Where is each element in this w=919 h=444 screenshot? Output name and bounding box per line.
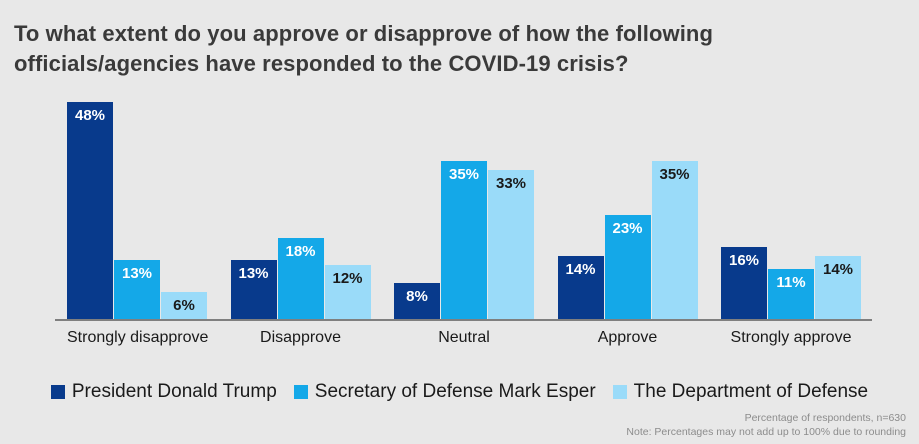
- x-axis-line: [55, 319, 872, 321]
- bar-group-disapprove: 13% 18% 12%: [230, 93, 371, 319]
- bar-series0-approve: 14%: [557, 256, 604, 319]
- bar-group-strongly-approve: 16% 11% 14%: [721, 93, 861, 319]
- bar-value-label: 14%: [565, 261, 596, 278]
- bar-series2-strongly-approve: 14%: [815, 256, 861, 319]
- bar-series2-disapprove: 12%: [324, 265, 371, 319]
- bar-series2-neutral: 33%: [488, 170, 534, 319]
- x-axis-label-strongly-disapprove: Strongly disapprove: [67, 329, 209, 346]
- x-axis-label-neutral: Neutral: [438, 329, 490, 346]
- bar-value-label: 8%: [406, 288, 428, 305]
- bar-series2-approve: 35%: [651, 161, 698, 319]
- bar-plot-area: 48% 13% 6% 13% 18% 12% 8% 35% 33% 14% 23% 35% 16% 11%…: [67, 93, 861, 319]
- legend-label-dod: The Department of Defense: [633, 381, 869, 402]
- bar-series2-strongly-disapprove: 6%: [161, 292, 207, 319]
- bar-series0-strongly-disapprove: 48%: [67, 102, 113, 319]
- bar-series1-neutral: 35%: [441, 161, 487, 319]
- legend-item-trump: President Donald Trump: [50, 381, 277, 403]
- x-axis-label-approve: Approve: [597, 329, 658, 346]
- bar-series0-disapprove: 13%: [230, 260, 277, 319]
- bar-value-label: 14%: [822, 261, 854, 278]
- footnote-respondents: Percentage of respondents, n=630: [744, 412, 906, 424]
- bar-group-strongly-disapprove: 48% 13% 6%: [67, 93, 207, 319]
- bar-value-label: 35%: [659, 166, 690, 183]
- bar-series0-neutral: 8%: [394, 283, 440, 319]
- bar-series1-approve: 23%: [604, 215, 651, 319]
- bar-value-label: 6%: [173, 297, 195, 314]
- footnotes: Percentage of respondents, n=630 Note: P…: [626, 411, 906, 439]
- bar-value-label: 13%: [238, 265, 269, 282]
- chart-title: To what extent do you approve or disappr…: [14, 21, 714, 76]
- legend-swatch-trump: [50, 385, 65, 399]
- bar-value-label: 16%: [728, 252, 760, 269]
- legend-label-esper: Secretary of Defense Mark Esper: [314, 381, 596, 402]
- legend-swatch-dod: [612, 385, 627, 399]
- x-axis-label-strongly-approve: Strongly approve: [730, 329, 852, 346]
- bar-value-label: 33%: [495, 175, 527, 192]
- bar-group-approve: 14% 23% 35%: [557, 93, 698, 319]
- legend-item-esper: Secretary of Defense Mark Esper: [293, 381, 596, 403]
- bar-value-label: 23%: [612, 220, 643, 237]
- bar-value-label: 11%: [776, 274, 806, 291]
- bar-value-label: 12%: [332, 270, 363, 287]
- bar-series0-strongly-approve: 16%: [721, 247, 767, 319]
- bar-value-label: 13%: [121, 265, 153, 282]
- bar-series1-strongly-disapprove: 13%: [114, 260, 160, 319]
- bar-value-label: 35%: [448, 166, 480, 183]
- bar-series1-disapprove: 18%: [277, 238, 324, 319]
- x-axis-label-disapprove: Disapprove: [260, 329, 341, 346]
- legend: President Donald Trump Secretary of Defe…: [0, 381, 919, 403]
- bar-value-label: 18%: [285, 243, 316, 260]
- legend-label-trump: President Donald Trump: [71, 381, 277, 402]
- bar-value-label: 48%: [74, 107, 106, 124]
- footnote-rounding: Note: Percentages may not add up to 100%…: [626, 426, 906, 438]
- bar-group-neutral: 8% 35% 33%: [394, 93, 534, 319]
- legend-swatch-esper: [293, 385, 308, 399]
- bar-series1-strongly-approve: 11%: [768, 269, 814, 319]
- x-axis-labels: Strongly disapprove Disapprove Neutral A…: [67, 329, 861, 347]
- legend-item-dod: The Department of Defense: [612, 381, 869, 403]
